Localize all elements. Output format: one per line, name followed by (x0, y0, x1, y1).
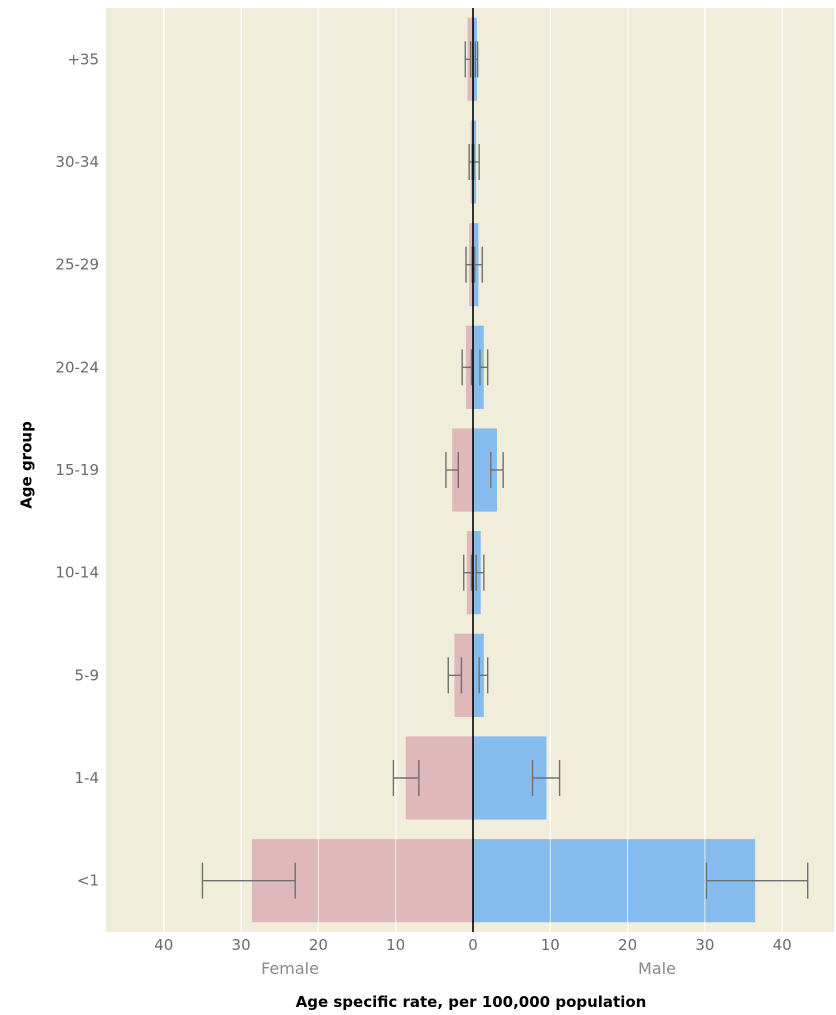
x-tick-label: 30 (232, 936, 251, 954)
y-tick-label: 25-29 (55, 256, 99, 274)
female-error-bar (461, 349, 473, 386)
female-error-bar (463, 554, 473, 591)
x-tick-label: 40 (154, 936, 173, 954)
x-tick-label: 20 (618, 936, 637, 954)
y-tick-label: 15-19 (55, 461, 99, 479)
y-tick-label: <1 (77, 872, 99, 890)
x-tick-label: 0 (468, 936, 478, 954)
female-side-label: Female (261, 959, 319, 978)
female-error-bar (445, 452, 460, 488)
y-tick-label: 20-24 (55, 358, 99, 376)
y-tick-label: 10-14 (55, 564, 99, 582)
x-tick-label: 40 (773, 936, 792, 954)
female-bar (454, 633, 473, 717)
male-error-bar (474, 41, 479, 78)
male-error-bar (531, 760, 561, 796)
x-tick-label: 10 (541, 936, 560, 954)
male-error-bar (475, 554, 485, 591)
y-tick-label: 30-34 (55, 153, 99, 171)
male-side-label: Male (638, 959, 676, 978)
x-tick-label: 10 (386, 936, 405, 954)
male-error-bar (490, 452, 504, 488)
y-tick-label: 1-4 (75, 769, 100, 787)
y-tick-label: +35 (67, 50, 99, 68)
y-tick-label: 5-9 (75, 666, 100, 684)
female-error-bar (447, 657, 463, 694)
x-tick-label: 20 (309, 936, 328, 954)
female-error-bar (201, 862, 296, 899)
male-bar (473, 325, 484, 409)
male-bar (473, 428, 497, 512)
male-error-bar (478, 657, 489, 694)
male-bar (473, 633, 484, 717)
x-tick-labels: 40 30 20 10 0 10 20 30 40 (154, 936, 791, 954)
y-tick-labels: +35 30-34 25-29 20-24 15-19 10-14 5-9 1-4 <1 (55, 50, 99, 889)
male-error-bar (479, 349, 489, 386)
female-error-bar (392, 760, 420, 796)
x-axis-title: Age specific rate, per 100,000 populatio… (296, 993, 647, 1011)
male-error-bar (473, 246, 483, 283)
y-axis-title: Age group (18, 421, 36, 509)
male-error-bar (705, 862, 809, 899)
x-tick-label: 30 (695, 936, 714, 954)
female-bar (452, 428, 473, 512)
female-error-bar (464, 41, 472, 78)
